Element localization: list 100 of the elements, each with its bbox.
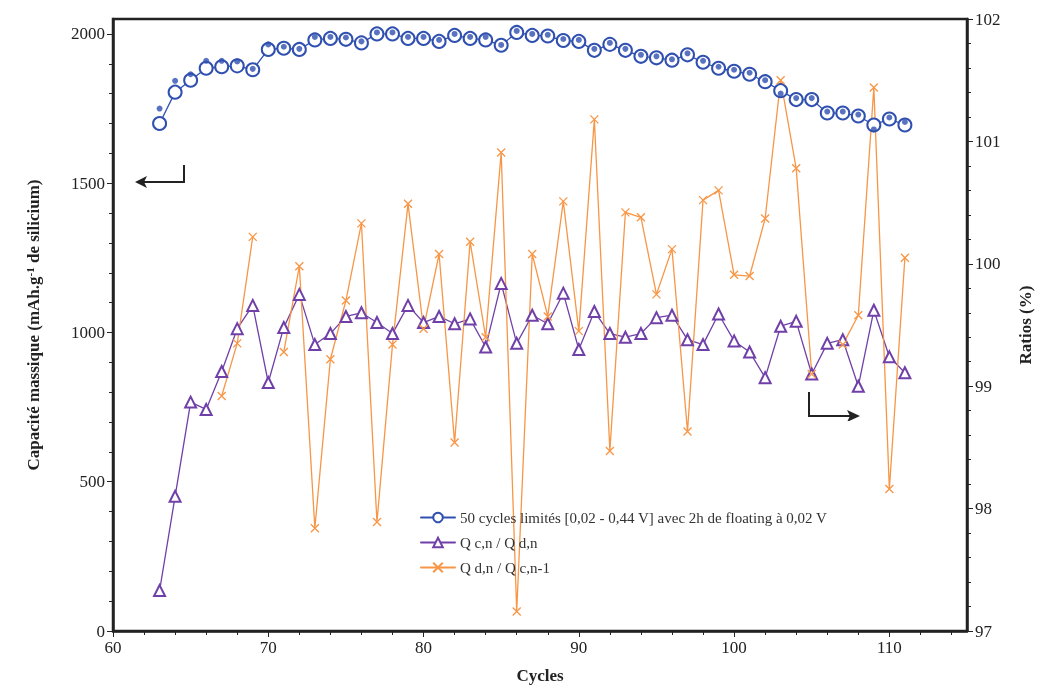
point	[199, 402, 213, 416]
point	[385, 327, 399, 341]
point	[479, 340, 493, 354]
point	[712, 307, 726, 321]
point	[696, 338, 710, 352]
point	[308, 338, 322, 352]
y2-tick-label: 98	[975, 499, 992, 519]
point	[418, 324, 429, 334]
x-tick-label: 100	[721, 638, 747, 657]
point	[572, 342, 586, 356]
point	[246, 298, 260, 312]
point	[496, 147, 506, 158]
point	[898, 366, 912, 380]
point	[230, 322, 244, 336]
point	[217, 391, 227, 401]
point	[884, 484, 895, 494]
point	[760, 213, 770, 224]
point	[774, 319, 788, 333]
point	[218, 57, 225, 64]
point	[168, 489, 182, 503]
point	[183, 72, 199, 88]
point	[853, 310, 863, 320]
point	[310, 523, 320, 533]
x-tick-label: 70	[259, 638, 277, 657]
point	[649, 311, 663, 325]
point	[294, 261, 304, 271]
point	[729, 270, 739, 280]
point	[574, 326, 584, 336]
point	[867, 303, 881, 317]
y-tick-label: 1500	[71, 173, 105, 193]
y-tick-label: 500	[79, 472, 105, 492]
point	[900, 253, 910, 263]
point	[727, 334, 741, 348]
point	[184, 395, 198, 409]
point	[277, 320, 291, 334]
point	[434, 249, 444, 259]
point	[510, 336, 524, 350]
point	[261, 376, 275, 390]
point	[265, 41, 272, 48]
y2-axis-title: Ratios (%)	[1016, 285, 1035, 365]
point	[525, 308, 539, 322]
y-tick-label: 0	[96, 621, 105, 641]
point	[543, 311, 553, 322]
point	[851, 379, 865, 393]
point	[481, 332, 491, 342]
point	[665, 308, 679, 322]
y-axis-title: Capacité massique (mAh.g-1 de silicium)	[23, 179, 43, 471]
point	[323, 327, 337, 341]
point	[620, 207, 631, 218]
point	[791, 163, 801, 173]
point	[603, 327, 617, 341]
point	[403, 199, 413, 209]
point	[682, 426, 693, 437]
point	[789, 314, 803, 328]
point	[587, 305, 601, 319]
point	[232, 338, 242, 349]
point	[870, 126, 877, 133]
point	[172, 77, 179, 84]
point	[838, 339, 848, 350]
point	[651, 289, 662, 300]
point	[667, 244, 677, 254]
y2-tick-label: 100	[975, 254, 1001, 274]
point	[448, 317, 462, 331]
point	[370, 316, 384, 330]
point	[869, 82, 879, 93]
point	[372, 517, 382, 527]
point	[449, 437, 460, 448]
point	[153, 584, 167, 598]
point	[618, 330, 632, 344]
point	[198, 60, 214, 76]
point	[527, 249, 537, 259]
x-tick-label: 60	[104, 638, 122, 657]
point	[758, 371, 772, 385]
point	[356, 218, 367, 229]
point	[387, 339, 398, 350]
point	[152, 115, 168, 131]
point	[187, 71, 194, 78]
point	[634, 327, 648, 341]
y2-tick-label: 101	[975, 131, 1001, 151]
point	[636, 212, 646, 222]
x-axis-title: Cycles	[516, 666, 564, 685]
point	[558, 196, 568, 207]
point	[494, 276, 508, 290]
point	[512, 606, 522, 617]
point	[556, 286, 570, 300]
point	[234, 58, 241, 65]
point	[325, 354, 336, 364]
point	[589, 114, 599, 125]
y-tick-label: 2000	[71, 24, 105, 44]
point	[341, 295, 351, 306]
point	[248, 232, 258, 242]
point	[215, 365, 229, 379]
point	[463, 312, 477, 326]
point	[167, 84, 183, 100]
point	[541, 317, 555, 331]
point	[820, 336, 834, 350]
y2-tick-label: 102	[975, 9, 1001, 29]
point	[465, 237, 475, 247]
point	[432, 309, 446, 323]
point	[743, 345, 757, 359]
